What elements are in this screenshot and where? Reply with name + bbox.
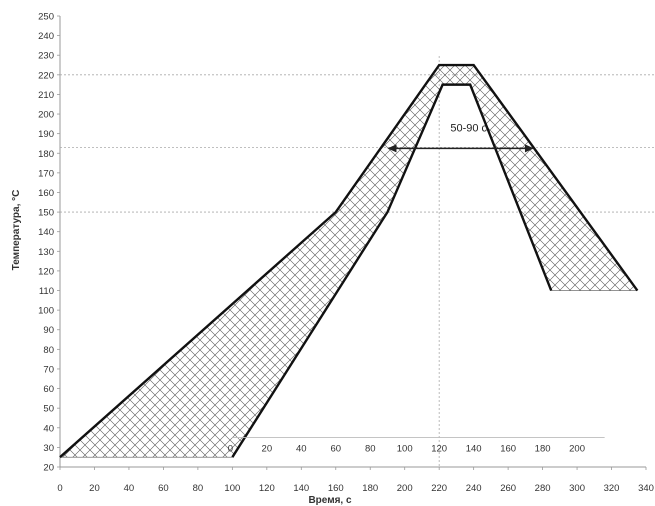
x-tick-label: 20: [89, 483, 100, 494]
x-tick-label: 240: [466, 483, 482, 494]
tolerance-band: [60, 65, 638, 458]
arrow-head-left: [387, 144, 397, 153]
x-tick-label: 40: [124, 483, 135, 494]
inset-tick-label: 100: [397, 444, 413, 455]
x-tick-label: 160: [328, 483, 344, 494]
x-tick-label: 60: [158, 483, 169, 494]
inset-tick-label: 60: [330, 444, 341, 455]
y-tick-label: 170: [38, 168, 54, 179]
x-tick-label: 80: [193, 483, 204, 494]
duration-label: 50-90 с: [450, 122, 487, 134]
x-tick-label: 0: [57, 483, 62, 494]
y-tick-label: 220: [38, 70, 54, 81]
inset-tick-label: 200: [569, 444, 585, 455]
inset-tick-label: 180: [535, 444, 551, 455]
y-tick-label: 200: [38, 110, 54, 121]
x-tick-label: 260: [500, 483, 516, 494]
y-tick-label: 210: [38, 90, 54, 101]
y-tick-label: 60: [43, 384, 54, 395]
y-tick-label: 240: [38, 31, 54, 42]
x-tick-label: 280: [535, 483, 551, 494]
y-tick-label: 140: [38, 227, 54, 238]
inset-tick-label: 0: [228, 444, 233, 455]
y-tick-label: 70: [43, 364, 54, 375]
upper-boundary-line: [59, 63, 639, 459]
inset-tick-label: 20: [262, 444, 273, 455]
x-tick-label: 320: [604, 483, 620, 494]
y-tick-label: 160: [38, 188, 54, 199]
y-tick-label: 110: [39, 286, 54, 297]
x-tick-label: 300: [569, 483, 585, 494]
x-tick-label: 180: [362, 483, 378, 494]
axes: [59, 16, 646, 468]
x-tick-label: 200: [397, 483, 413, 494]
y-tick-label: 180: [38, 149, 54, 160]
y-tick-label: 20: [43, 463, 54, 474]
y-tick-label: 30: [43, 443, 54, 454]
x-tick-label: 120: [259, 483, 275, 494]
x-axis-title: Время, с: [308, 495, 352, 506]
y-tick-label: 100: [38, 306, 54, 317]
y-tick-label: 80: [43, 345, 54, 356]
x-tick-label: 340: [638, 483, 654, 494]
inset-tick-label: 120: [431, 444, 447, 455]
x-tick-label: 140: [293, 483, 309, 494]
y-tick-label: 250: [38, 12, 54, 23]
x-tick-label: 100: [224, 483, 240, 494]
inset-tick-label: 40: [296, 444, 307, 455]
band-fill: [60, 65, 638, 458]
duration-annotation: 50-90 с: [387, 122, 534, 153]
y-tick-label: 130: [38, 247, 54, 258]
inset-tick-label: 80: [365, 444, 376, 455]
x-tick-label: 220: [431, 483, 447, 494]
inset-tick-label: 160: [500, 444, 516, 455]
y-tick-label: 50: [43, 404, 54, 415]
y-tick-label: 230: [38, 51, 54, 62]
y-tick-label: 190: [38, 129, 54, 140]
y-tick-label: 150: [38, 208, 54, 219]
y-tick-label: 120: [38, 266, 54, 277]
inset-tick-label: 140: [466, 444, 482, 455]
boundary-lines: [59, 63, 639, 459]
lower-boundary-line: [231, 83, 553, 458]
y-tick-label: 90: [43, 325, 54, 336]
tick-labels: 20 30 40 50 60 70 80 90 100 110 120 130 140 150 160 170…: [38, 12, 654, 495]
inset-axis: 0 20 40 60 80 100 120 140 160 180 200: [228, 437, 605, 455]
arrow-head-right: [524, 144, 534, 153]
y-axis-title: Температура, °С: [11, 190, 22, 271]
y-tick-label: 40: [43, 423, 54, 434]
